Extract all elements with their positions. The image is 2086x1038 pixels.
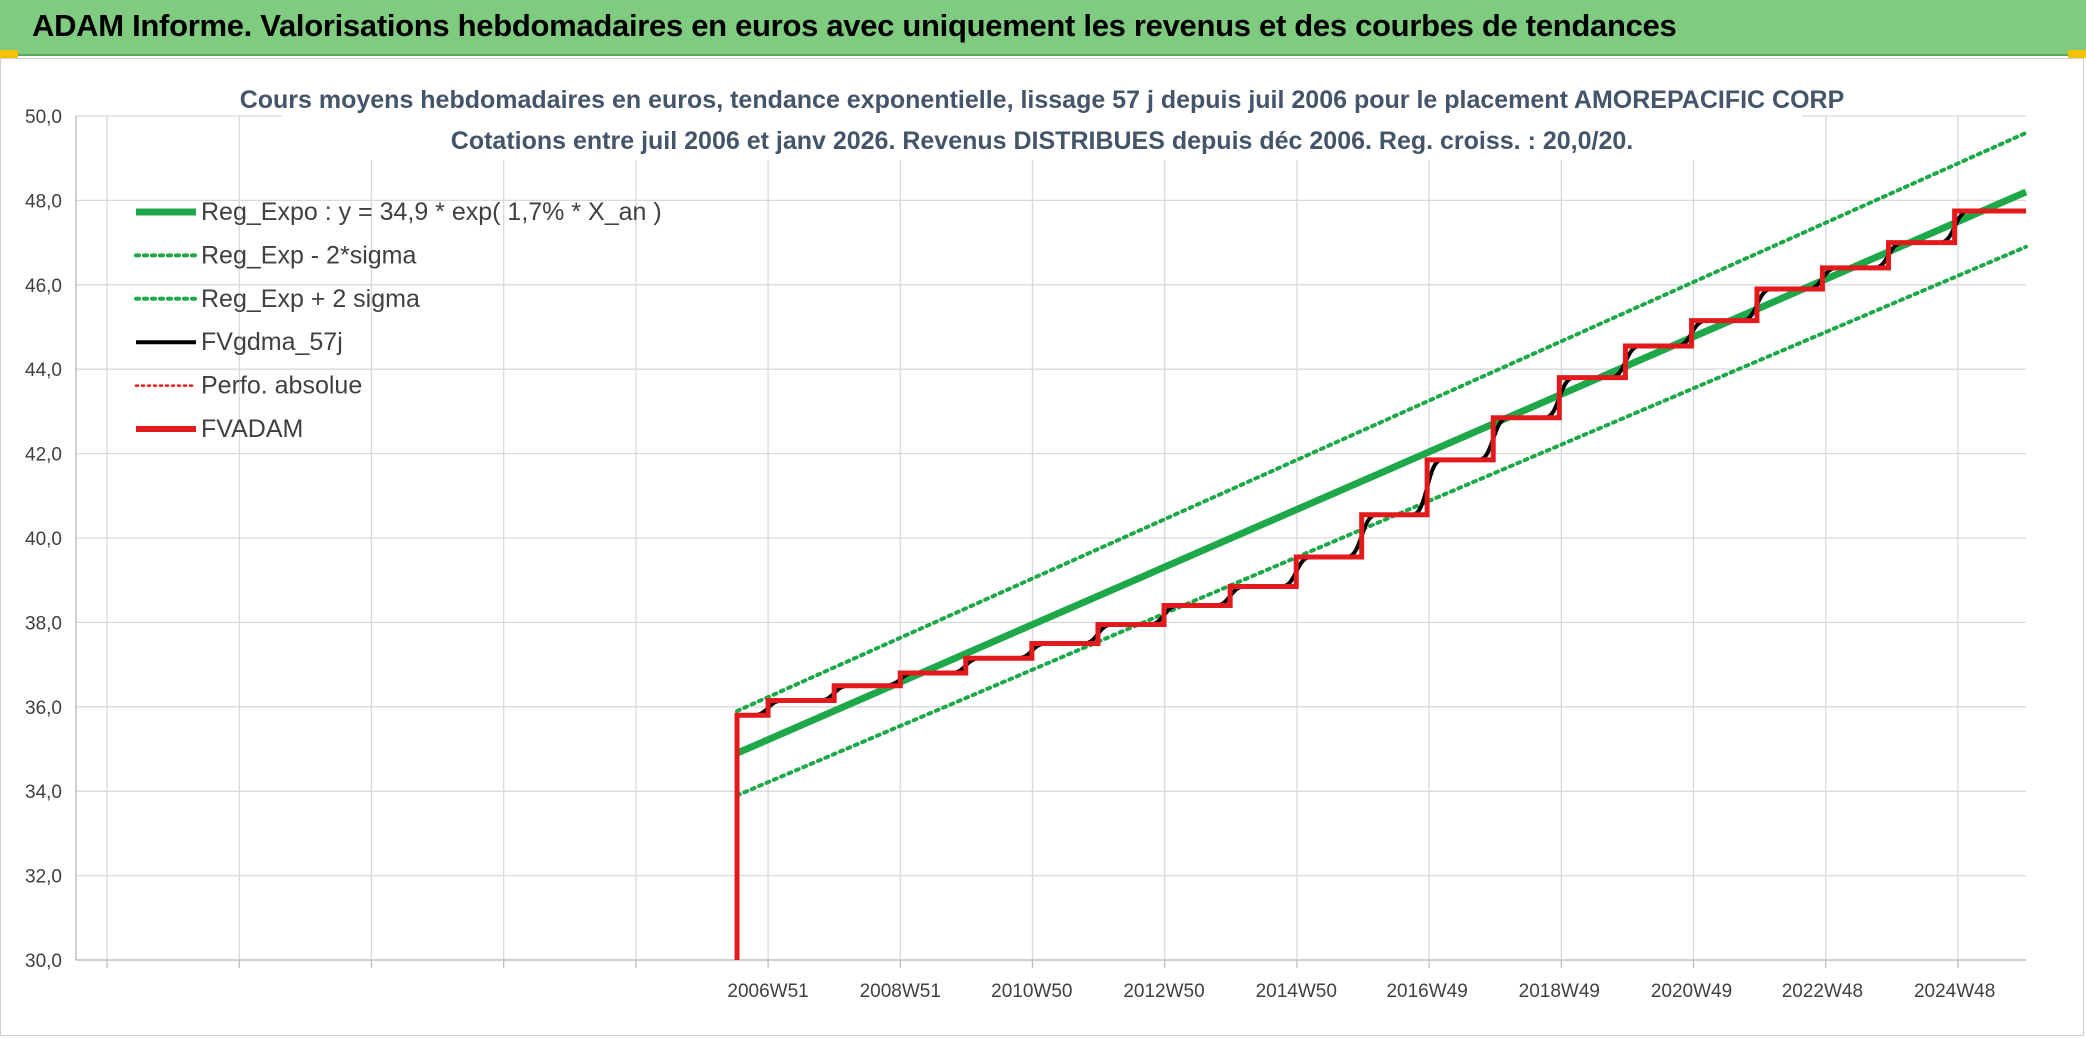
y-tick-label: 42,0 <box>25 445 62 466</box>
x-tick-label: 2010W50 <box>991 981 1072 1002</box>
y-tick-label: 46,0 <box>25 276 62 297</box>
x-tick-label: 2006W51 <box>727 981 808 1002</box>
legend-label: Reg_Exp + 2 sigma <box>201 285 420 313</box>
legend-fvadam: FVADAM <box>136 415 303 443</box>
chart-frame <box>0 58 2084 1036</box>
series-layer <box>734 130 2028 960</box>
x-tick-label: 2020W49 <box>1651 981 1732 1002</box>
banner-corner-right <box>2068 50 2086 58</box>
legend-fvgdma-57j: FVgdma_57j <box>136 328 343 356</box>
axes: 30,0 32,0 34,0 36,0 38,0 40,0 42,0 44,0 46,0 48,0… <box>25 107 2026 1002</box>
legend-label: FVADAM <box>201 415 303 443</box>
y-tick-label: 48,0 <box>25 191 62 212</box>
banner-corner-left <box>0 50 18 58</box>
report-title: ADAM Informe. Valorisations hebdomadaire… <box>32 8 1677 43</box>
x-tick-label: 2012W50 <box>1123 981 1204 1002</box>
x-tick-label: 2018W49 <box>1519 981 1600 1002</box>
x-tick-label: 2022W48 <box>1782 981 1863 1002</box>
series-fvadam <box>734 208 2026 960</box>
report-banner: ADAM Informe. Valorisations hebdomadaire… <box>0 0 2086 56</box>
series-reg-expo <box>735 188 2028 757</box>
chart-title-box: Cours moyens hebdomadaires en euros, ten… <box>240 82 1845 160</box>
y-tick-label: 30,0 <box>25 951 62 972</box>
series-reg-exp-minus-2sigma <box>735 244 2028 798</box>
series-reg-exp-plus-2sigma <box>735 130 2028 714</box>
legend-reg-exp-minus-2sigma: Reg_Exp - 2*sigma <box>134 241 416 269</box>
x-tick-label: 2008W51 <box>860 981 941 1002</box>
legend-reg-expo: Reg_Expo : y = 34,9 * exp( 1,7% * X_an ) <box>136 198 662 226</box>
legend-label: Perfo. absolue <box>201 372 362 400</box>
chart-title-line2: Cotations entre juil 2006 et janv 2026. … <box>451 127 1633 155</box>
legend-label: FVgdma_57j <box>201 328 343 356</box>
x-tick-label: 2016W49 <box>1386 981 1467 1002</box>
y-tick-label: 40,0 <box>25 529 62 550</box>
x-tick-label: 2024W48 <box>1914 981 1995 1002</box>
legend-label: Reg_Exp - 2*sigma <box>201 241 416 269</box>
y-tick-label: 36,0 <box>25 698 62 719</box>
chart-title-line1: Cours moyens hebdomadaires en euros, ten… <box>240 86 1845 114</box>
gridlines <box>76 115 2026 961</box>
chart-area: 30,0 32,0 34,0 36,0 38,0 40,0 42,0 44,0 46,0 48,0… <box>25 82 2028 1002</box>
y-tick-label: 34,0 <box>25 782 62 803</box>
y-tick-label: 44,0 <box>25 360 62 381</box>
legend-label: Reg_Expo : y = 34,9 * exp( 1,7% * X_an ) <box>201 198 662 226</box>
series-perfo-absolue <box>736 209 2026 960</box>
series-fvgdma-57j <box>737 208 2026 718</box>
y-tick-label: 50,0 <box>25 107 62 128</box>
y-tick-label: 32,0 <box>25 867 62 888</box>
legend-perfo-absolue: Perfo. absolue <box>134 372 362 400</box>
legend: Reg_Expo : y = 34,9 * exp( 1,7% * X_an )… <box>134 198 662 443</box>
x-tick-label: 2014W50 <box>1256 981 1337 1002</box>
legend-reg-exp-plus-2sigma: Reg_Exp + 2 sigma <box>134 285 420 313</box>
y-tick-label: 38,0 <box>25 613 62 634</box>
